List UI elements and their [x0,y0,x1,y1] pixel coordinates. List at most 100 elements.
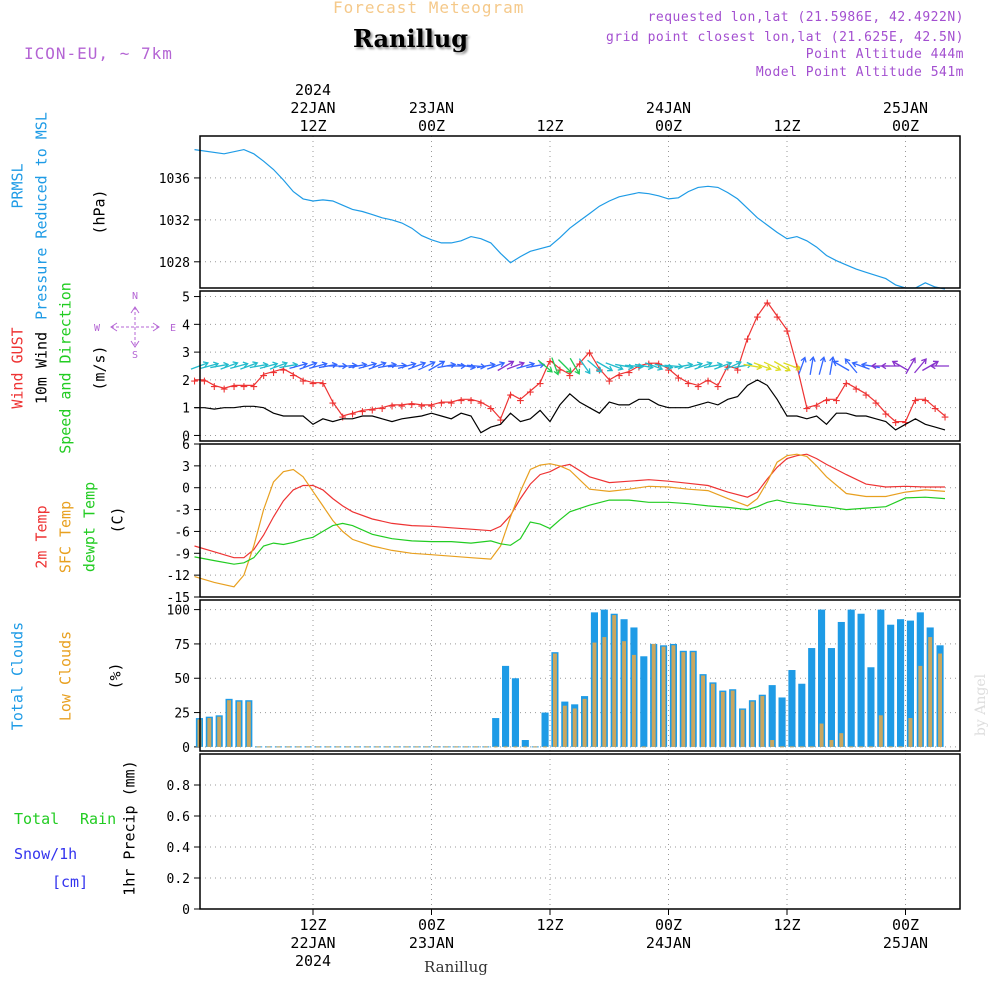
clouds-low-clouds-bar [710,683,715,747]
wind-arrow-head [726,361,733,368]
clouds-panel: 0 25 50 75 100 Total Clouds Low Clouds (%) [9,599,961,756]
gust-point-marker: + [694,379,702,394]
time-label-bottom: 00Z [418,916,445,934]
wind-arrow-head [765,364,772,371]
wind-direction-arrow [714,361,733,370]
wind-direction-arrow [318,361,338,369]
wind-arrow-head [311,361,318,368]
wind-arrow-shaft [378,363,397,369]
wind-ytick-label: 5 [182,291,190,306]
time-axis: 202422JAN12Z12Z22JAN202423JAN00Z00Z23JAN… [290,81,928,970]
wind-arrow-head [746,361,753,369]
precipitation-frame [199,753,961,910]
pressure-side-label: PRMSL [9,163,27,208]
clouds-total-clouds-bar [492,718,500,747]
time-label-bottom: 22JAN [290,934,335,952]
wind-arrow-head [584,368,591,375]
wind-direction-arrow [860,361,880,369]
wind-direction-arrow [684,361,704,369]
wind-side-label: Wind GUST [9,327,27,408]
wind-direction-arrow [437,361,457,369]
gust-point-marker: + [892,416,900,431]
model-label: ICON-EU, ~ 7km [24,44,173,63]
wind-arrow-shaft [763,361,781,371]
temperature-frame [199,443,961,598]
precipitation-ytick-label: 0.2 [167,872,190,887]
wind-frame [199,290,961,442]
wind-arrow-shaft [457,363,476,369]
clouds-total-clouds-bar [502,665,510,747]
clouds-side-label: Total Clouds [9,622,27,730]
gust-point-marker: + [921,393,929,408]
clouds-total-clouds-bar [847,609,855,747]
wind-direction-arrow [645,362,664,371]
clouds-low-clouds-bar [750,701,755,747]
gust-point-marker: + [487,402,495,417]
wind-arrow-head [775,365,782,372]
wind-arrow-head [450,361,457,369]
clouds-side-label: Low Clouds [57,631,75,721]
temperature-panel: -15 -12 -9 -6 -3 0 3 6 2m Temp SFC Temp dewpt Temp… [33,438,961,606]
gust-point-marker: + [882,407,890,422]
wind-arrow-shaft [634,363,653,369]
wind-direction-arrow [851,361,870,370]
wind-direction-arrow [506,361,526,370]
pressure-ylabel: (hPa) [91,189,109,234]
wind-arrow-shaft [240,362,258,370]
wind-arrow-shaft [654,363,673,369]
temperature-sfc-temp-line [194,453,946,588]
clouds-ytick-label: 100 [167,604,190,619]
time-label-top: 25JAN [883,99,928,117]
wind-arrow-head [800,356,807,363]
wind-arrow-head [301,361,309,368]
clouds-total-clouds-bar [906,620,914,747]
wind-arrow-head [232,361,239,368]
precipitation-side-label: Snow/1h [14,845,77,863]
wind-arrow-shaft [516,363,535,369]
clouds-total-clouds-bar [857,613,865,747]
time-label-top: 00Z [418,117,445,135]
precipitation-side-label: Rain [80,810,116,828]
wind-arrow-head [607,365,614,372]
wind-direction-arrow [832,360,850,372]
wind-arrow-head [932,360,940,367]
wind-arrow-head [891,360,898,367]
wind-arrow-shaft [506,362,525,370]
gust-point-marker: + [220,382,228,397]
clouds-total-clouds-bar [867,667,875,747]
gust-point-marker: + [358,404,366,419]
clouds-low-clouds-bar [908,718,913,747]
wind-arrow-shaft [309,363,327,369]
clouds-ytick-label: 75 [174,638,190,653]
gust-point-marker: + [931,402,939,417]
wind-arrow-shaft [537,359,553,373]
clouds-low-clouds-bar [217,716,222,747]
wind-ytick-label: 2 [182,374,190,389]
clouds-low-clouds-bar [631,654,636,747]
wind-arrow-shaft [526,363,545,369]
clouds-total-clouds-bar [877,609,885,747]
wind-arrow-shaft [578,358,591,374]
wind-arrow-shaft [368,362,386,370]
time-label-top: 12Z [773,117,800,135]
time-label-top: 23JAN [409,99,454,117]
gust-point-marker: + [773,310,781,325]
time-label-bottom: 12Z [299,916,326,934]
gust-point-marker: + [418,399,426,414]
clouds-total-clouds-bar [768,685,776,747]
clouds-low-clouds-bar [730,690,735,747]
wind-arrow-head [832,360,839,367]
wind-arrow-head [553,369,560,376]
wind-arrow-head [851,361,858,368]
wind-arrow-head [380,361,387,368]
wind-arrow-shaft [703,363,722,369]
wind-arrow-shaft [684,363,703,369]
footer-station: Ranillug [424,958,488,976]
gust-point-marker: + [763,296,771,311]
wind-arrow-head [910,357,916,364]
gust-point-marker: + [368,403,376,418]
time-label-bottom: 00Z [655,916,682,934]
compass-arrow-e [152,322,160,332]
